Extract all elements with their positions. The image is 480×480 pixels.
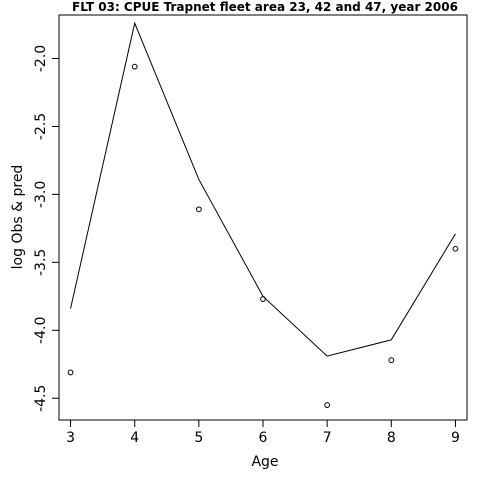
y-axis: -4.5 -4.0 -3.5 -3.0 -2.5 -2.0 [33,45,60,412]
y-tick-label: -3.5 [33,249,49,276]
x-tick-label: 8 [387,430,396,446]
observed-point [324,402,331,408]
x-tick-label: 6 [259,430,268,446]
y-axis-label: log Obs & pred [10,165,26,270]
observed-point [131,63,138,70]
observed-point [260,296,266,302]
x-tick-label: 9 [451,430,460,446]
y-tick-label: -4.0 [33,317,49,344]
predicted-line [70,21,456,357]
y-tick-label: -2.5 [33,113,49,140]
y-tick-label: -4.5 [33,385,49,412]
observed-point [195,206,202,213]
y-tick-label: -3.0 [33,181,49,208]
x-tick-label: 5 [194,430,203,446]
plot-frame [58,14,468,421]
x-tick-label: 4 [130,430,139,446]
observed-point [67,369,74,376]
x-axis-label: Age [251,454,278,470]
observed-point [452,245,459,252]
y-tick-label: -2.0 [33,45,49,72]
x-tick-label: 3 [66,430,75,446]
x-tick-label: 7 [323,430,332,446]
x-axis: 3 4 5 6 7 8 9 [66,419,460,446]
chart-title: FLT 03: CPUE Trapnet fleet area 23, 42 a… [72,0,458,14]
observed-point [388,357,395,364]
series-layer [67,21,459,408]
